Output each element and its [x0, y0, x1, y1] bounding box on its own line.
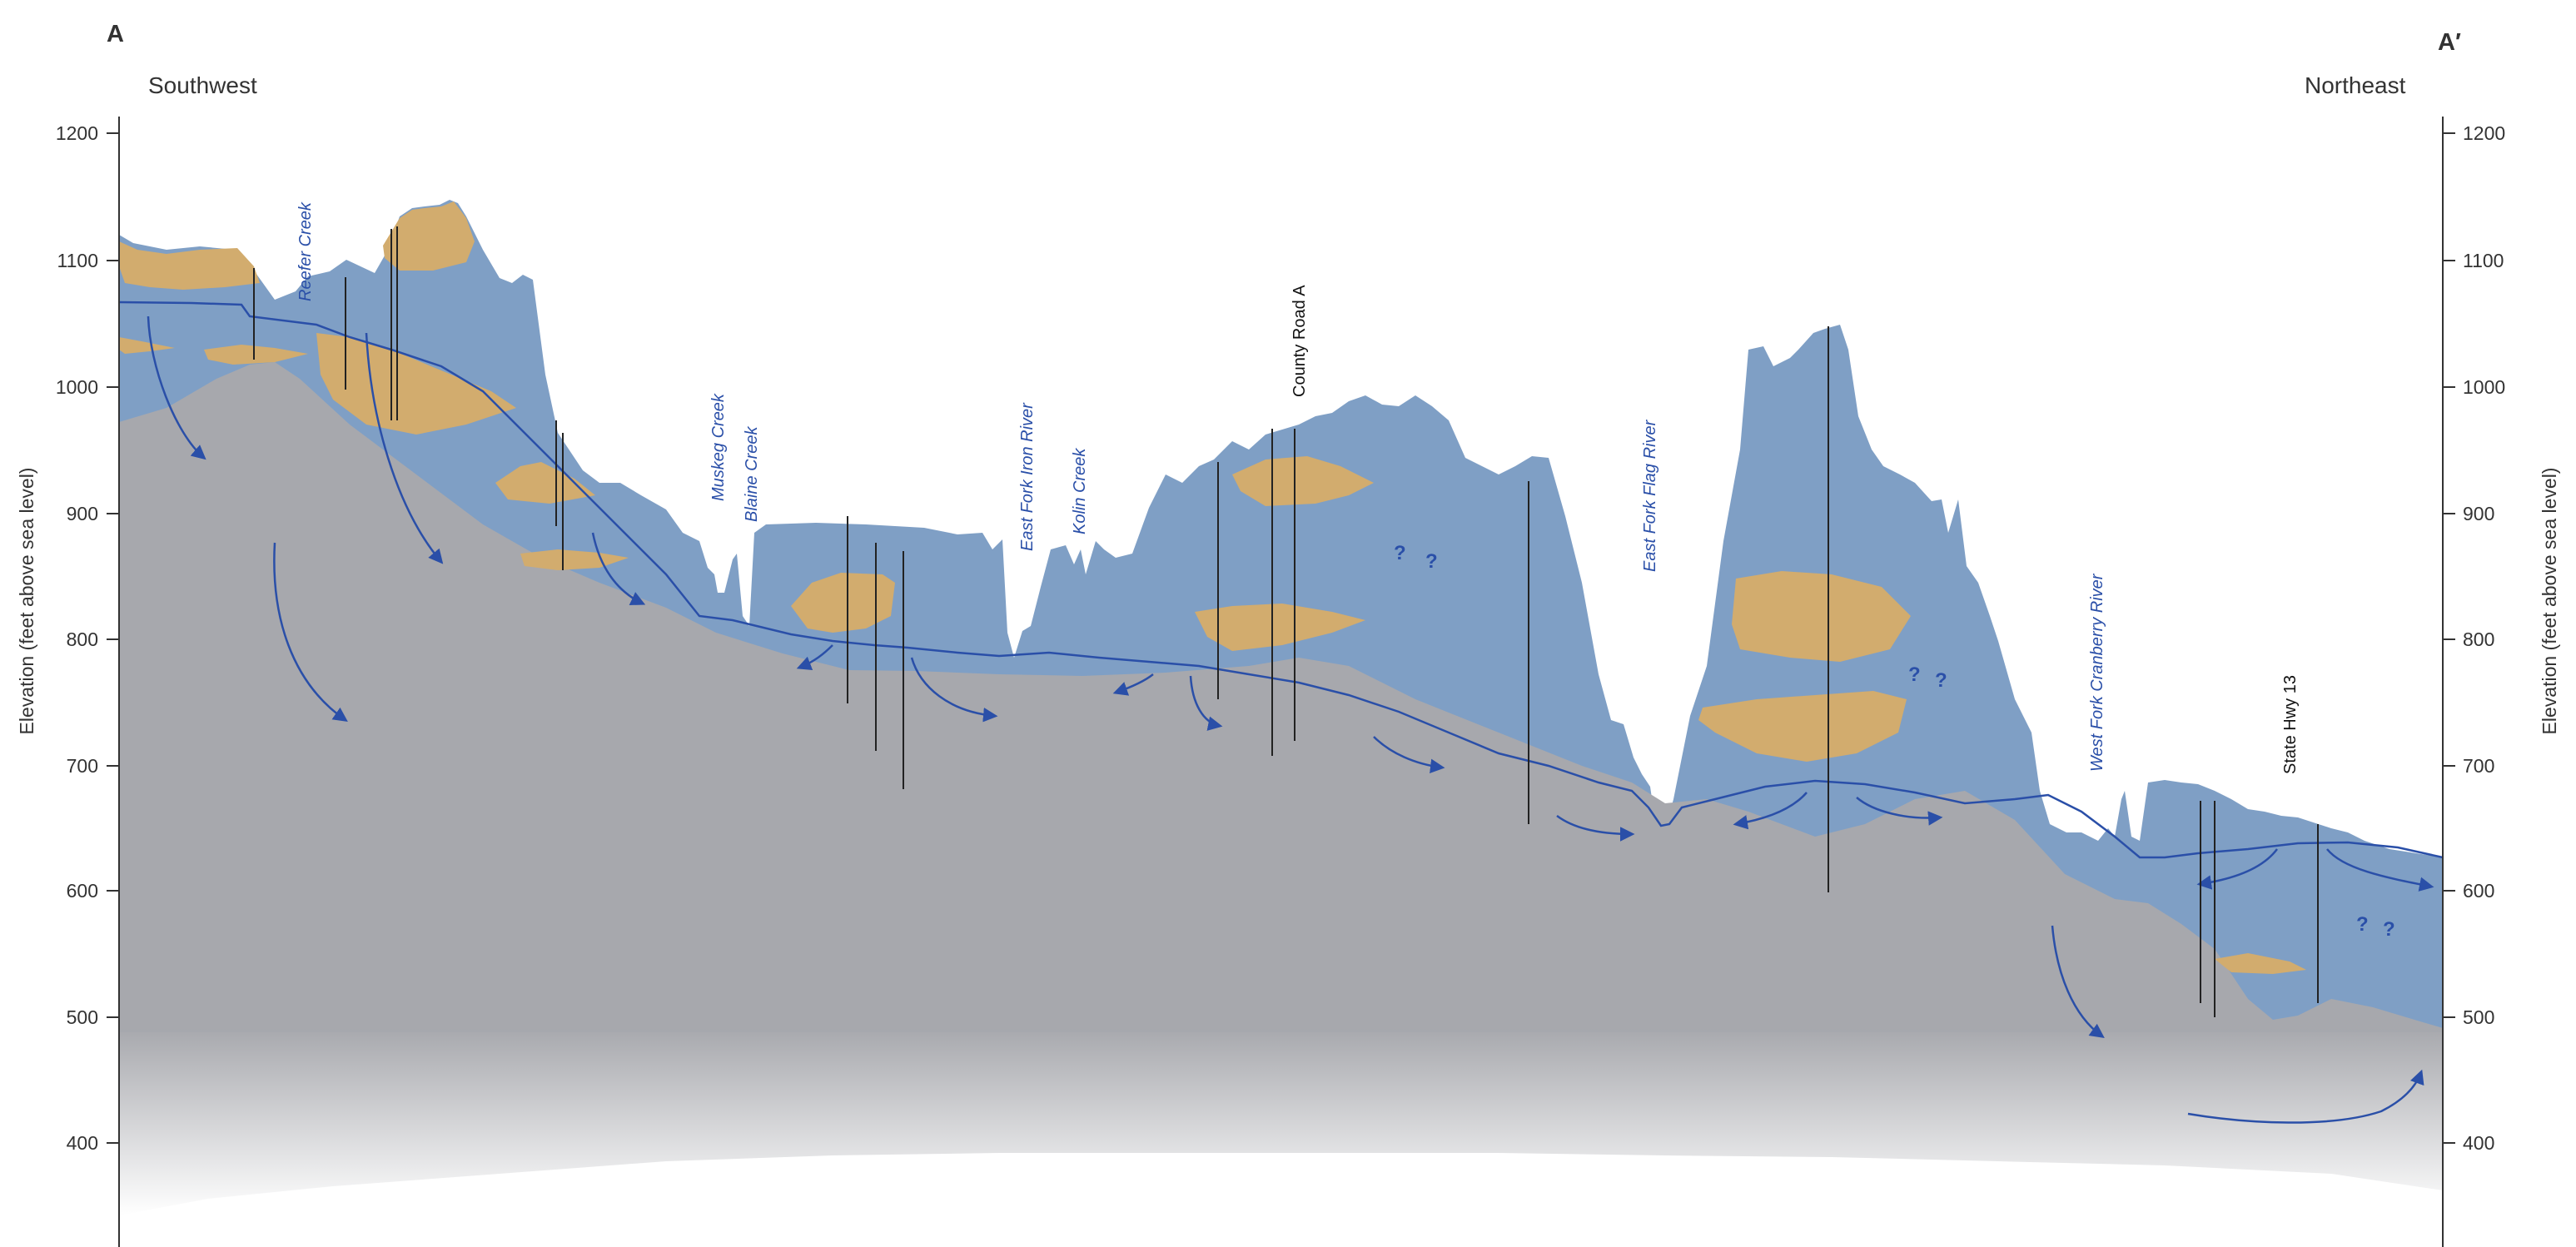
flow-arrow — [2196, 848, 2278, 890]
right-tick-labels: 1200 1100 1000 900 800 700 600 500 400 — [2463, 122, 2505, 1154]
tick-label: 800 — [2463, 628, 2494, 650]
flow-arrow — [1373, 736, 1445, 773]
tick-label: 1200 — [2463, 122, 2505, 144]
flow-arrow — [273, 542, 348, 722]
direction-left-label: Southwest — [148, 72, 257, 98]
unknown-marker: ? — [2356, 913, 2369, 936]
unknown-marker: ? — [1394, 542, 1406, 564]
tick-label: 700 — [2463, 755, 2494, 777]
flow-arrow — [1733, 792, 1808, 830]
tick-label: 600 — [2463, 880, 2494, 902]
sand-lens — [1232, 456, 1374, 506]
sand-lens — [1732, 571, 1911, 662]
river-label: Reefer Creek — [296, 201, 315, 301]
flow-arrow — [2326, 848, 2434, 892]
river-label: Kolin Creek — [1071, 448, 1089, 534]
flow-arrow — [910, 657, 998, 723]
flow-arrow — [1189, 675, 1223, 731]
unknown-marker: ? — [1425, 550, 1438, 573]
sand-lens — [383, 201, 475, 271]
tick-label: 900 — [67, 503, 98, 524]
sand-lens — [495, 462, 595, 504]
unknown-marker: ? — [1908, 663, 1921, 686]
wells — [253, 226, 2319, 1017]
sand-lens — [204, 345, 308, 365]
right-axis — [2442, 117, 2455, 1247]
sand-lens — [316, 333, 516, 435]
water-table-line — [118, 301, 2444, 859]
flow-arrow — [147, 315, 206, 460]
tick-label: 1100 — [57, 250, 98, 271]
tick-label: 800 — [67, 628, 98, 650]
river-label: East Fork Flag River — [1641, 419, 1659, 572]
unknown-marker: ? — [1935, 669, 1947, 692]
tick-label: 500 — [2463, 1006, 2494, 1028]
flow-arrow — [1556, 814, 1635, 842]
road-label: State Hwy 13 — [2281, 675, 2300, 774]
flow-arrow — [1856, 797, 1943, 826]
flow-arrow — [591, 532, 646, 605]
tick-label: 1000 — [56, 376, 98, 398]
tick-label: 500 — [67, 1006, 98, 1028]
sand-lens — [119, 241, 260, 290]
tick-label: 1000 — [2463, 376, 2505, 398]
flow-arrow — [2187, 1069, 2424, 1124]
sand-lens — [119, 337, 175, 354]
flow-arrows — [147, 315, 2434, 1124]
axis-title-right: Elevation (feet above sea level) — [2539, 468, 2560, 735]
river-label: West Fork Cranberry River — [2088, 573, 2106, 772]
flow-arrow — [365, 332, 444, 564]
sand-lens — [520, 549, 629, 570]
tick-label: 400 — [67, 1132, 98, 1154]
sand-lens — [2215, 953, 2306, 974]
river-label: Muskeg Creek — [709, 393, 728, 501]
sand-lenses — [119, 201, 2306, 974]
unknown-marker: ? — [2383, 918, 2395, 941]
flow-arrow — [1112, 673, 1154, 696]
section-start-label: A — [107, 21, 124, 47]
tick-label: 900 — [2463, 503, 2494, 524]
section-end-label: A′ — [2438, 29, 2461, 56]
tick-label: 700 — [67, 755, 98, 777]
tick-label: 1100 — [2463, 250, 2504, 271]
river-label: Blaine Creek — [743, 425, 761, 522]
left-tick-labels: 1200 1100 1000 900 800 700 600 500 400 — [56, 122, 98, 1154]
river-label: East Fork Iron River — [1018, 402, 1037, 551]
unknown-markers: ? ? ? ? ? ? — [1394, 542, 2395, 941]
sand-lens — [1195, 604, 1365, 651]
bedrock-layer — [119, 362, 2443, 1215]
axis-title-left: Elevation (feet above sea level) — [16, 468, 37, 735]
left-axis — [107, 117, 120, 1247]
flow-arrow — [796, 644, 833, 671]
road-label: County Road A — [1290, 285, 1309, 397]
sand-lens — [1698, 691, 1907, 762]
sand-lens — [791, 573, 895, 633]
tick-label: 600 — [67, 880, 98, 902]
tick-label: 1200 — [56, 122, 98, 144]
direction-right-label: Northeast — [2305, 72, 2406, 98]
flow-arrow — [2051, 925, 2105, 1039]
tick-label: 400 — [2463, 1132, 2494, 1154]
